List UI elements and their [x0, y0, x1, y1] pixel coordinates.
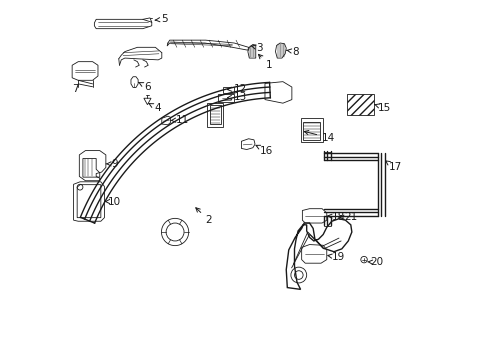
Text: 18: 18: [328, 212, 345, 221]
Text: 5: 5: [155, 14, 168, 24]
Text: 2: 2: [196, 208, 212, 225]
Text: 6: 6: [139, 82, 150, 92]
Text: 10: 10: [105, 197, 121, 207]
Text: 11: 11: [171, 115, 190, 125]
Text: 17: 17: [386, 161, 402, 172]
Text: 4: 4: [149, 103, 161, 113]
FancyBboxPatch shape: [223, 87, 234, 93]
Text: 9: 9: [106, 159, 118, 169]
FancyBboxPatch shape: [347, 94, 374, 115]
Text: 8: 8: [287, 46, 299, 57]
Text: 20: 20: [368, 257, 384, 267]
Text: 13: 13: [227, 92, 247, 102]
Text: 16: 16: [256, 145, 273, 156]
Text: 1: 1: [258, 54, 272, 70]
Text: 7: 7: [72, 84, 79, 94]
Text: 14: 14: [304, 130, 335, 143]
Text: 21: 21: [339, 212, 358, 221]
Text: 12: 12: [227, 84, 247, 94]
Text: 3: 3: [251, 43, 263, 53]
Text: 19: 19: [328, 252, 345, 262]
Text: 15: 15: [375, 103, 391, 113]
